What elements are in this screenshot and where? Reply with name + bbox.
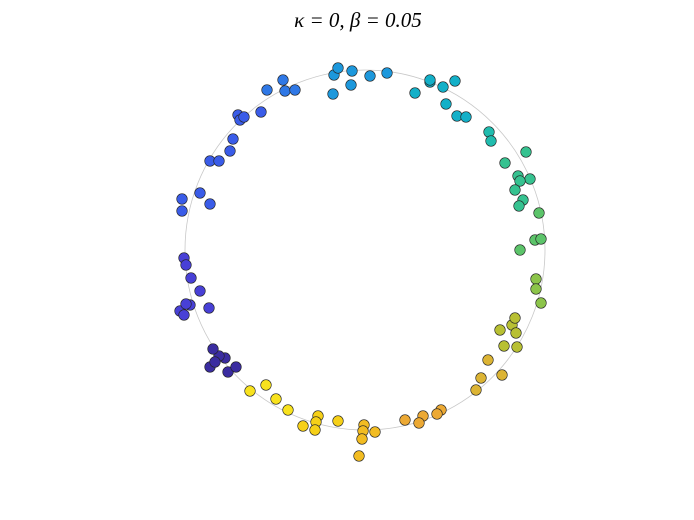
point xyxy=(499,157,511,169)
point xyxy=(364,70,376,82)
point xyxy=(356,433,368,445)
point xyxy=(297,420,309,432)
point xyxy=(514,244,526,256)
point xyxy=(510,327,522,339)
point xyxy=(230,361,242,373)
point xyxy=(470,384,482,396)
point xyxy=(498,340,510,352)
point xyxy=(520,146,532,158)
point xyxy=(327,88,339,100)
point xyxy=(180,259,192,271)
point xyxy=(485,135,497,147)
point xyxy=(222,366,234,378)
point xyxy=(399,414,411,426)
point xyxy=(345,79,357,91)
point xyxy=(535,233,547,245)
point xyxy=(207,343,219,355)
point xyxy=(277,74,289,86)
point xyxy=(530,273,542,285)
point xyxy=(437,81,449,93)
point xyxy=(353,450,365,462)
point xyxy=(213,155,225,167)
point xyxy=(449,75,461,87)
point xyxy=(332,415,344,427)
point xyxy=(224,145,236,157)
point xyxy=(440,98,452,110)
point xyxy=(514,175,526,187)
point xyxy=(460,111,472,123)
point xyxy=(482,354,494,366)
point xyxy=(180,298,192,310)
point xyxy=(260,379,272,391)
point xyxy=(176,193,188,205)
point xyxy=(204,198,216,210)
point xyxy=(509,312,521,324)
point xyxy=(176,205,188,217)
chart-title: κ = 0, β = 0.05 xyxy=(294,8,422,32)
point xyxy=(381,67,393,79)
point xyxy=(511,341,523,353)
point xyxy=(475,372,487,384)
point xyxy=(203,302,215,314)
point xyxy=(209,356,221,368)
point xyxy=(309,424,321,436)
point xyxy=(346,65,358,77)
point xyxy=(255,106,267,118)
point xyxy=(238,111,250,123)
point xyxy=(289,84,301,96)
point xyxy=(530,283,542,295)
point xyxy=(533,207,545,219)
point xyxy=(227,133,239,145)
point xyxy=(513,200,525,212)
point xyxy=(185,272,197,284)
point xyxy=(178,309,190,321)
point xyxy=(424,74,436,86)
point xyxy=(496,369,508,381)
point xyxy=(282,404,294,416)
point xyxy=(535,297,547,309)
point xyxy=(409,87,421,99)
point xyxy=(261,84,273,96)
point xyxy=(494,324,506,336)
point xyxy=(270,393,282,405)
point xyxy=(194,187,206,199)
point xyxy=(244,385,256,397)
point xyxy=(524,173,536,185)
point xyxy=(431,408,443,420)
point xyxy=(509,184,521,196)
point xyxy=(279,85,291,97)
point xyxy=(332,62,344,74)
point xyxy=(369,426,381,438)
point xyxy=(413,417,425,429)
point xyxy=(194,285,206,297)
